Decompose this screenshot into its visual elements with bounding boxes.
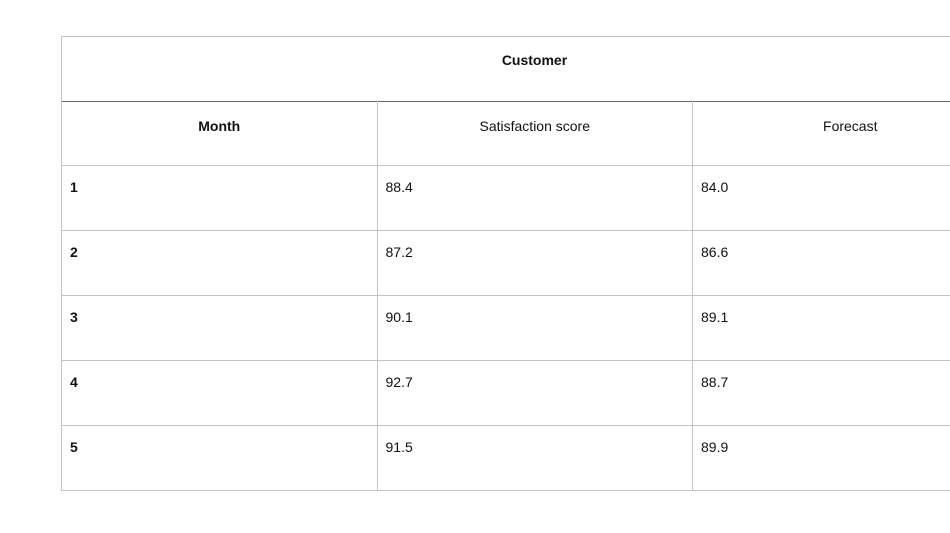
table-cell: 89.1: [693, 296, 950, 361]
table-title: Customer: [62, 37, 950, 102]
column-header: Month: [62, 101, 378, 166]
table-cell: 88.7: [693, 361, 950, 426]
table-cell: 86.6: [693, 231, 950, 296]
table-cell: 87.2: [377, 231, 693, 296]
table-cell: 5: [62, 426, 378, 491]
table: Customer Month Satisfaction score Forecast…: [61, 36, 950, 491]
table-cell: 91.5: [377, 426, 693, 491]
table-cell: 88.4: [377, 166, 693, 231]
table-cell: 92.7: [377, 361, 693, 426]
table-cell: 90.1: [377, 296, 693, 361]
column-header: Satisfaction score: [377, 101, 693, 166]
table-cell: 84.0: [693, 166, 950, 231]
table-cell: 3: [62, 296, 378, 361]
table-cell: 4: [62, 361, 378, 426]
table-cell: 2: [62, 231, 378, 296]
table-cell: 1: [62, 166, 378, 231]
table-cell: 89.9: [693, 426, 950, 491]
column-header: Forecast: [693, 101, 950, 166]
